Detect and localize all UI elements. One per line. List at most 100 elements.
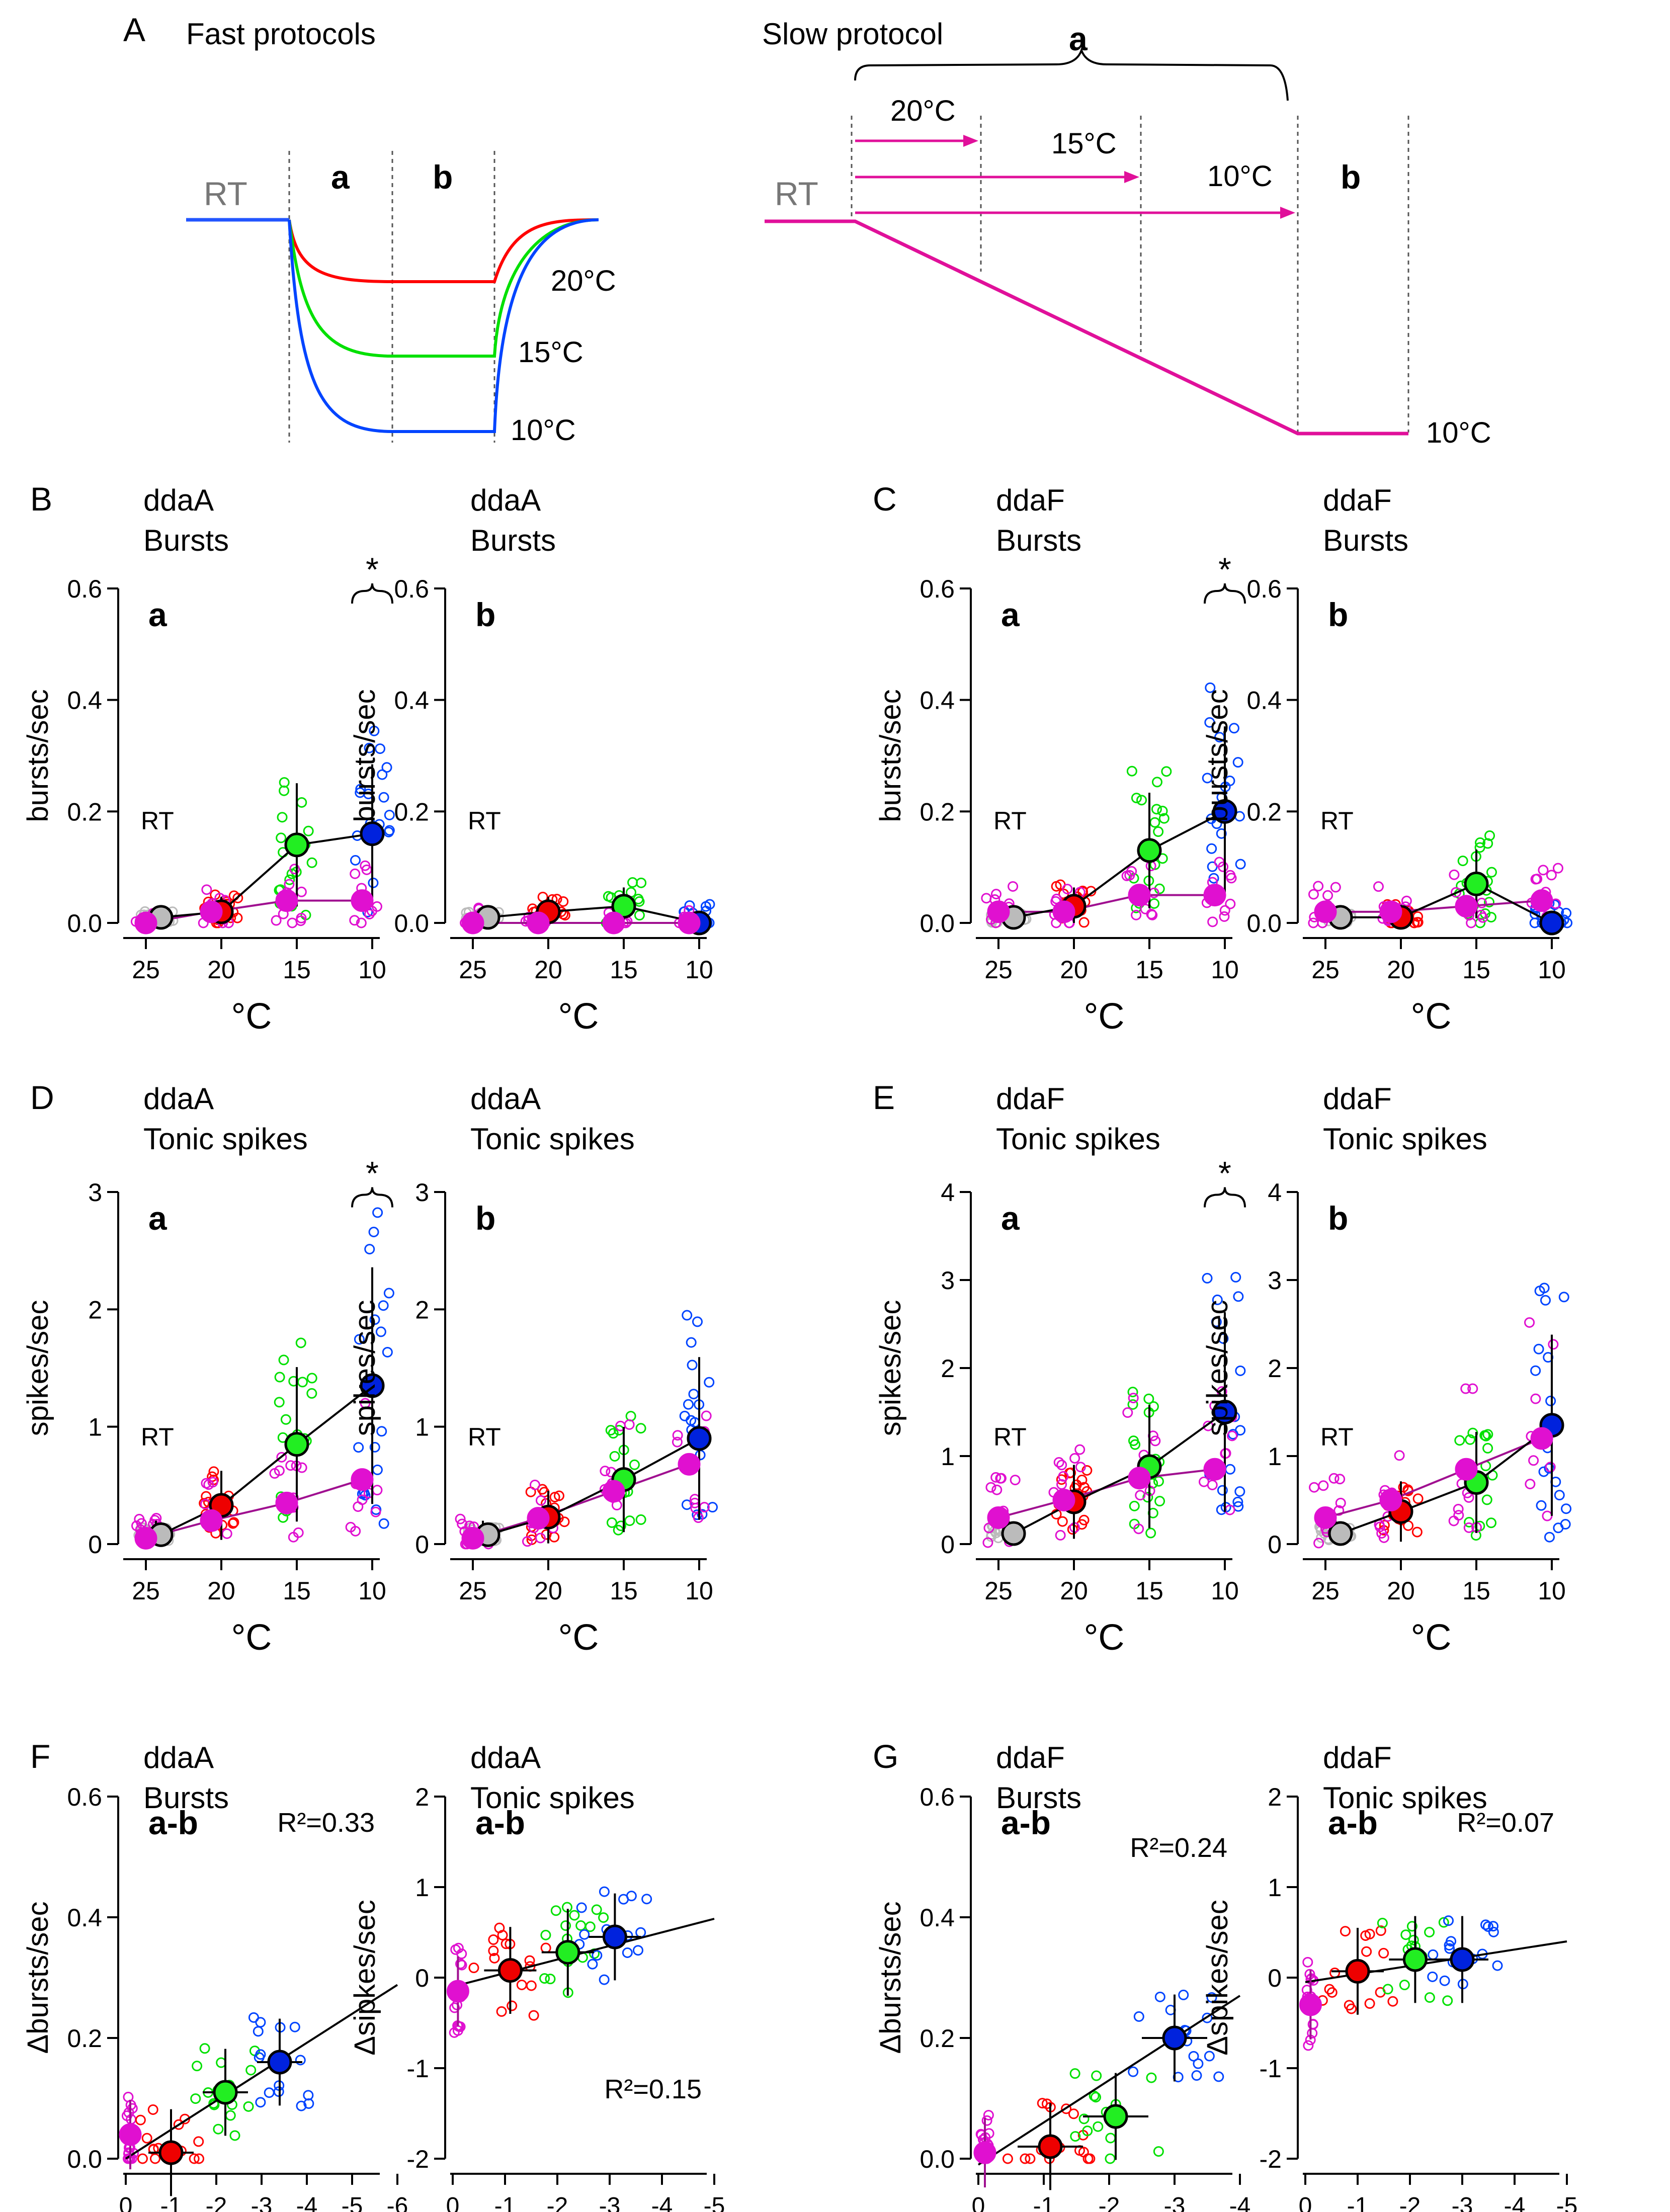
mean-marker — [267, 2050, 292, 2075]
data-point-slow — [1313, 881, 1324, 892]
data-point — [545, 1974, 556, 1985]
data-point — [1025, 2153, 1036, 2164]
slow-mean-marker — [1379, 900, 1402, 923]
data-point-slow — [345, 1521, 356, 1533]
slow-mean-marker — [602, 911, 625, 934]
data-point — [598, 1912, 609, 1923]
data-point — [1400, 1929, 1411, 1940]
data-point — [1486, 867, 1497, 878]
data-point — [381, 762, 392, 773]
data-point-slow — [1219, 911, 1230, 922]
y-tick-label: 0.0 — [67, 2145, 102, 2173]
y-tick-label: 0.0 — [920, 2145, 955, 2173]
data-point — [1443, 1915, 1454, 1926]
data-point-slow — [203, 1479, 214, 1490]
data-point-slow — [1335, 1497, 1346, 1508]
data-point-slow — [1010, 1475, 1021, 1486]
data-point — [1560, 1519, 1571, 1530]
chart-title-line1: ddaA — [143, 483, 214, 517]
x-tick-label: 10 — [1211, 1577, 1239, 1605]
data-point — [622, 1947, 633, 1959]
data-point — [1158, 813, 1170, 824]
data-point — [274, 1397, 285, 1408]
mean-marker — [1402, 1947, 1428, 1972]
fast-protocols-title: Fast protocols — [186, 17, 376, 51]
data-point — [560, 1920, 571, 1931]
data-point-slow — [1463, 1492, 1474, 1503]
slow-mean-marker — [1530, 889, 1553, 912]
fast-mean-line — [160, 1385, 373, 1536]
data-point — [575, 1920, 587, 1931]
mean-marker — [1103, 2104, 1128, 2129]
fast-mean-line — [1340, 1424, 1553, 1535]
data-point — [1303, 2040, 1314, 2051]
data-point — [1235, 1365, 1246, 1376]
data-point — [1204, 2051, 1215, 2062]
data-point — [1225, 1464, 1236, 1475]
slow-arrow-label-10: 10°C — [1207, 160, 1273, 193]
data-point — [686, 1337, 697, 1348]
data-point — [303, 2098, 314, 2109]
data-point-slow — [672, 1430, 683, 1441]
data-point — [1069, 2068, 1080, 2079]
x-tick-label: 25 — [984, 956, 1013, 984]
data-point — [1561, 908, 1572, 919]
data-point-slow — [1552, 863, 1563, 874]
data-point — [1378, 1947, 1389, 1959]
fast-trace-20 — [288, 218, 599, 283]
data-point — [1002, 2153, 1013, 2164]
y-tick-label: 3 — [88, 1178, 102, 1207]
fast-mean-marker — [611, 894, 636, 919]
chart-title-line1: ddaA — [470, 1741, 541, 1774]
data-point — [1205, 682, 1216, 693]
data-point — [1544, 1463, 1555, 1474]
mean-marker — [1450, 1947, 1475, 1972]
data-point-slow — [1467, 1383, 1478, 1394]
data-point — [636, 877, 647, 888]
x-tick-label: 20 — [1387, 1577, 1415, 1605]
x-tick-label: 25 — [1311, 1577, 1340, 1605]
fast-temp-10: 10°C — [511, 414, 576, 447]
data-point — [1143, 1393, 1154, 1404]
slow-mean-marker — [1052, 1489, 1075, 1511]
x-tick-label: 10 — [685, 956, 713, 984]
data-point — [1020, 2153, 1031, 2164]
chart-title-line2: Tonic spikes — [470, 1122, 635, 1156]
fast-protocol-diagram: RT a b 20°C 15°C 10°C — [186, 151, 616, 447]
x-tick-label: -1 — [1033, 2193, 1055, 2212]
data-point — [1382, 1984, 1393, 1995]
data-point — [369, 1441, 380, 1453]
data-point — [692, 1316, 703, 1327]
data-point — [1438, 1917, 1449, 1928]
slow-mean-marker — [1128, 884, 1151, 907]
data-point — [227, 1518, 238, 1529]
data-point-slow — [1055, 1529, 1066, 1541]
data-point — [683, 1399, 694, 1410]
data-point — [1529, 917, 1540, 928]
data-point — [1412, 917, 1424, 928]
x-tick-label: 15 — [283, 1577, 311, 1605]
x-tick-label: -1 — [1347, 2193, 1369, 2212]
data-point-slow — [1122, 1407, 1133, 1418]
data-point — [232, 912, 243, 923]
y-tick-label: 4 — [1268, 1178, 1282, 1207]
data-point — [489, 1952, 500, 1964]
x-tick-label: 25 — [984, 1577, 1013, 1605]
data-point — [684, 900, 695, 911]
mean-marker — [119, 2123, 142, 2146]
data-point-slow — [201, 884, 212, 895]
data-point — [1411, 1526, 1423, 1538]
chart-sub-label: b — [1328, 596, 1348, 633]
data-point-slow — [1546, 870, 1557, 881]
y-axis-label: bursts/sec — [22, 689, 54, 822]
data-point — [540, 1929, 551, 1940]
fast-phase-a: a — [331, 158, 350, 196]
y-tick-label: 1 — [415, 1874, 429, 1902]
data-point-slow — [1394, 1450, 1405, 1461]
data-point-slow — [1308, 889, 1319, 900]
x-tick-label: 0 — [972, 2193, 985, 2212]
data-point — [372, 1464, 383, 1475]
x-tick-label: 20 — [1060, 1577, 1088, 1605]
